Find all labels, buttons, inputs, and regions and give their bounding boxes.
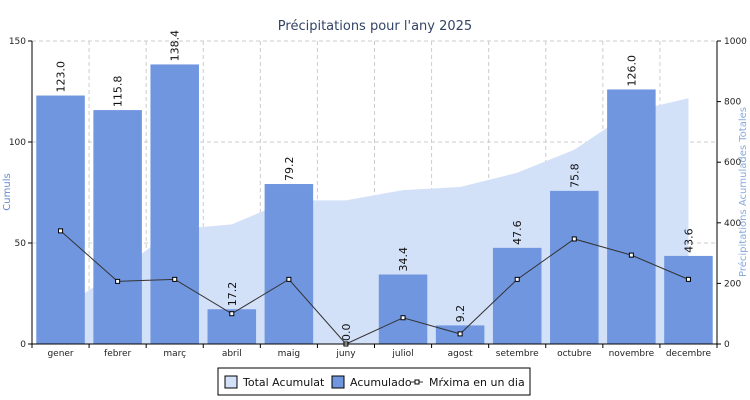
line-point <box>229 311 235 317</box>
left-tick-label: 150 <box>9 37 26 47</box>
right-tick-label: 600 <box>724 158 741 168</box>
bar-value-label: 138.4 <box>169 30 182 62</box>
bar-value-label: 115.8 <box>112 76 125 108</box>
bar-value-label: 34.4 <box>397 247 410 272</box>
x-tick-label: agost <box>448 349 473 359</box>
bar-value-label: 75.8 <box>568 163 581 188</box>
x-tick-label: abril <box>222 349 242 359</box>
x-tick-label: maig <box>278 349 301 359</box>
line-point <box>286 276 292 282</box>
right-tick-label: 400 <box>724 219 741 229</box>
bar-value-label: 126.0 <box>625 55 638 87</box>
right-axis-title: Précipitations Acumulades Totales <box>737 107 749 277</box>
bar-series <box>36 64 713 344</box>
right-tick-label: 200 <box>724 279 741 289</box>
bar <box>378 274 428 344</box>
bar <box>264 184 314 344</box>
left-tick-label: 50 <box>15 239 27 249</box>
bar <box>36 95 85 344</box>
right-tick-label: 0 <box>724 340 730 350</box>
right-tick-label: 800 <box>724 98 741 108</box>
x-tick-label: juliol <box>391 349 413 359</box>
legend-box <box>217 367 531 396</box>
bar <box>664 255 713 344</box>
x-tick-label: febrer <box>104 349 131 359</box>
left-tick-label: 0 <box>20 340 26 350</box>
bar <box>550 190 599 344</box>
bar <box>150 64 199 344</box>
line-point <box>685 276 691 282</box>
line-point <box>58 228 64 234</box>
legend-label-max: Mŕxima en un dia <box>429 376 525 389</box>
bar-value-labels: 123.0 115.8 138.4 17.2 79.2 0.0 34.4 9.2 47.6 75.… <box>55 30 696 341</box>
bar-value-label: 123.0 <box>55 61 68 93</box>
line-point <box>400 315 406 321</box>
max-line-series <box>58 228 691 347</box>
left-tick-label: 100 <box>9 138 26 148</box>
x-tick-label: novembre <box>609 349 655 359</box>
x-tick-label: març <box>163 349 186 359</box>
bar <box>607 89 656 344</box>
legend: Total Acumulat Acumulado Mŕxima en un di… <box>217 367 531 396</box>
x-tick-label: juny <box>335 349 356 359</box>
x-tick-label: octubre <box>557 349 592 359</box>
bar <box>93 110 142 344</box>
legend-marker-max <box>414 379 420 385</box>
bar-value-label: 0.0 <box>340 324 353 342</box>
left-axis-title: Cumuls <box>2 173 13 210</box>
max-line <box>60 230 689 345</box>
line-point <box>628 252 634 258</box>
legend-label-acumulado: Acumulado <box>350 376 412 389</box>
x-tick-label: gener <box>47 349 73 359</box>
bar-value-label: 17.2 <box>226 282 239 307</box>
legend-label-total: Total Acumulat <box>242 376 325 389</box>
bar-value-label: 79.2 <box>283 157 296 182</box>
bar-value-label: 47.6 <box>511 220 524 245</box>
legend-swatch-total <box>224 375 238 389</box>
bar-value-label: 43.6 <box>682 228 695 253</box>
right-tick-label: 1000 <box>724 37 747 47</box>
bar <box>492 247 542 344</box>
bar-value-label: 9.2 <box>454 305 467 323</box>
axes: 0 50 100 150 0 200 400 600 800 1000 gener febrer mar… <box>9 37 747 359</box>
line-point <box>514 276 520 282</box>
x-tick-label: setembre <box>496 349 539 359</box>
x-tick-label: decembre <box>666 349 712 359</box>
line-point <box>571 236 577 242</box>
line-point <box>457 331 463 337</box>
legend-swatch-acumulado <box>331 375 345 389</box>
line-point <box>172 276 178 282</box>
line-point <box>115 278 121 284</box>
chart-title: Précipitations pour l'any 2025 <box>278 19 472 34</box>
